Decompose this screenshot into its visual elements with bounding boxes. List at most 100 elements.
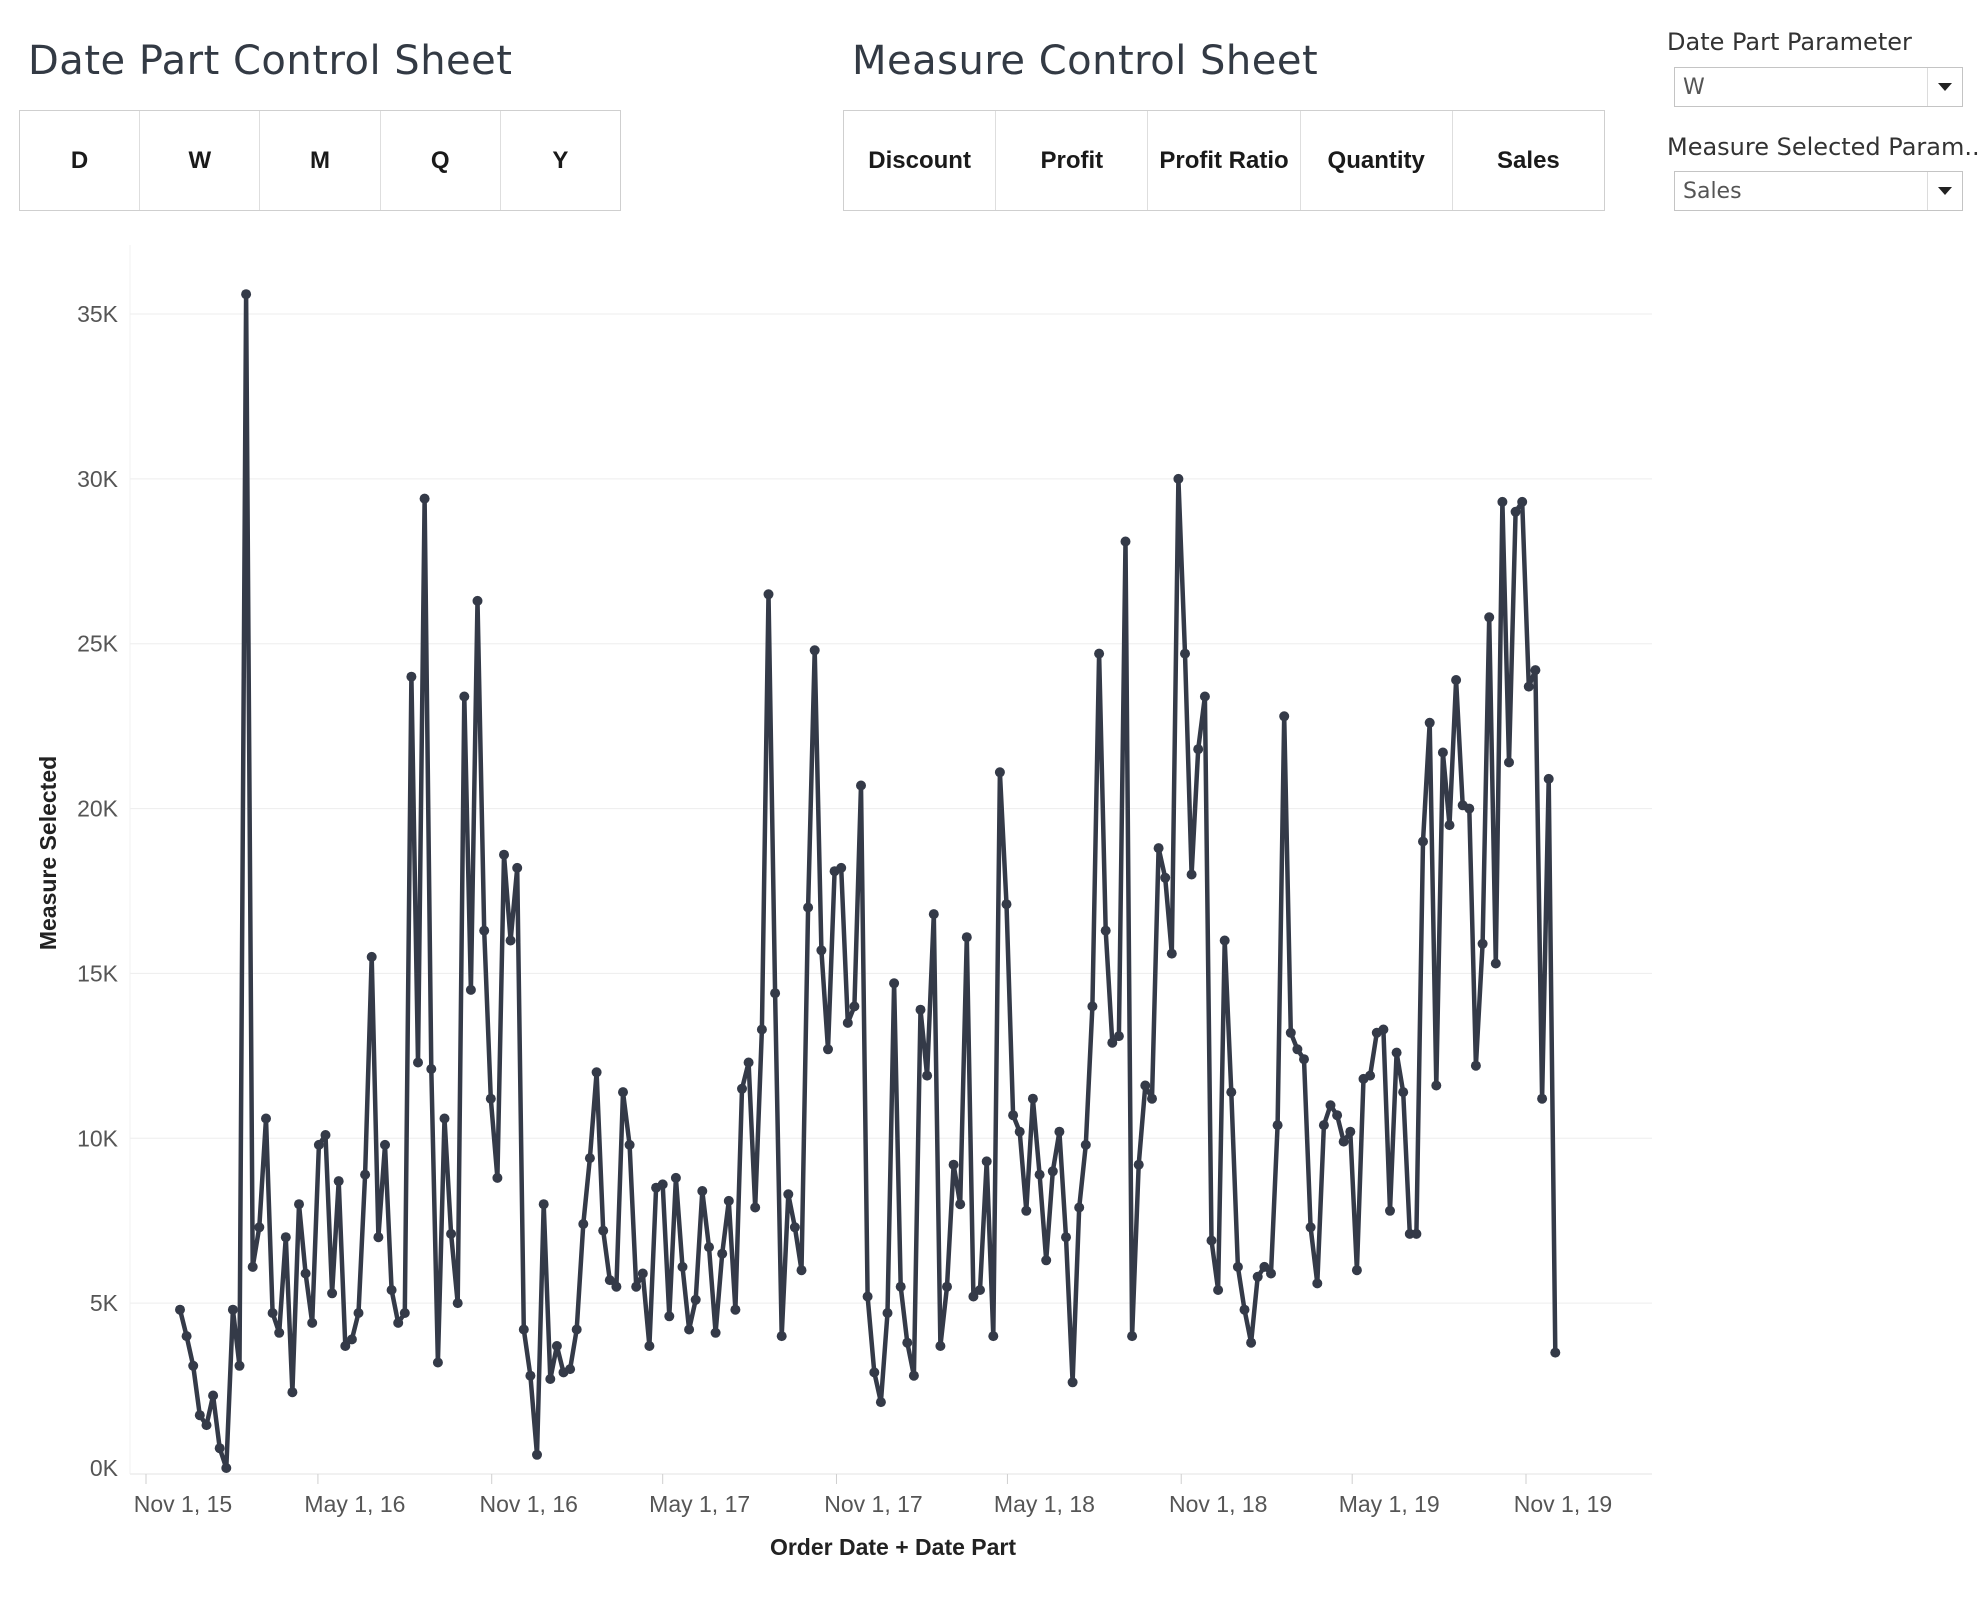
date-part-dropdown-toggle[interactable]	[1927, 68, 1962, 106]
data-point[interactable]	[1021, 1205, 1032, 1216]
data-point[interactable]	[393, 1317, 404, 1328]
data-point[interactable]	[1385, 1205, 1395, 1216]
data-point[interactable]	[862, 1291, 873, 1302]
data-point[interactable]	[756, 1024, 767, 1035]
data-point[interactable]	[922, 1070, 933, 1081]
data-point[interactable]	[1345, 1126, 1356, 1137]
data-point[interactable]	[1153, 843, 1164, 854]
data-point[interactable]	[1299, 1054, 1309, 1065]
date-part-button-q[interactable]: Q	[381, 111, 501, 210]
data-point[interactable]	[750, 1202, 761, 1213]
data-point[interactable]	[241, 289, 252, 300]
data-point[interactable]	[723, 1195, 734, 1206]
data-point[interactable]	[684, 1324, 695, 1335]
data-point[interactable]	[551, 1341, 562, 1351]
data-point[interactable]	[1008, 1110, 1019, 1121]
data-point[interactable]	[1199, 691, 1210, 702]
data-point[interactable]	[968, 1291, 979, 1302]
data-point[interactable]	[426, 1064, 437, 1074]
data-point[interactable]	[836, 862, 847, 873]
data-point[interactable]	[869, 1367, 880, 1378]
data-point[interactable]	[320, 1130, 331, 1140]
data-point[interactable]	[538, 1199, 549, 1210]
data-point[interactable]	[1523, 681, 1534, 692]
data-point[interactable]	[1147, 1093, 1157, 1104]
data-point[interactable]	[1490, 958, 1501, 969]
data-point[interactable]	[823, 1044, 833, 1055]
data-point[interactable]	[1504, 757, 1514, 768]
data-point[interactable]	[287, 1387, 298, 1398]
data-point[interactable]	[1180, 648, 1190, 659]
data-point[interactable]	[307, 1317, 318, 1328]
data-point[interactable]	[1120, 536, 1131, 547]
data-point[interactable]	[981, 1156, 992, 1167]
data-point[interactable]	[1054, 1126, 1065, 1137]
data-point[interactable]	[644, 1341, 655, 1351]
data-point[interactable]	[1067, 1377, 1078, 1388]
data-point[interactable]	[1001, 899, 1012, 910]
measure-button-sales[interactable]: Sales	[1497, 146, 1560, 174]
data-point[interactable]	[505, 935, 516, 946]
data-point[interactable]	[280, 1232, 291, 1243]
data-point[interactable]	[1312, 1278, 1323, 1289]
data-point[interactable]	[1431, 1080, 1442, 1091]
data-point[interactable]	[1325, 1100, 1336, 1111]
data-point[interactable]	[1173, 473, 1184, 484]
data-point[interactable]	[512, 862, 523, 873]
data-point[interactable]	[664, 1311, 675, 1322]
data-point[interactable]	[637, 1268, 648, 1279]
data-point[interactable]	[419, 493, 430, 504]
data-point[interactable]	[380, 1139, 390, 1150]
data-point[interactable]	[776, 1331, 787, 1342]
data-point[interactable]	[1292, 1044, 1303, 1055]
data-point[interactable]	[624, 1139, 635, 1150]
data-point[interactable]	[1437, 747, 1448, 758]
data-point[interactable]	[499, 849, 509, 860]
data-point[interactable]	[1285, 1027, 1296, 1038]
data-point[interactable]	[194, 1410, 205, 1421]
data-point[interactable]	[849, 1001, 860, 1012]
data-point[interactable]	[360, 1169, 371, 1180]
data-point[interactable]	[492, 1172, 503, 1183]
data-point[interactable]	[611, 1281, 622, 1292]
data-point[interactable]	[730, 1304, 741, 1315]
data-point[interactable]	[545, 1374, 556, 1384]
data-point[interactable]	[1232, 1261, 1243, 1272]
measure-button-profit[interactable]: Profit	[996, 111, 1149, 210]
data-point[interactable]	[737, 1083, 747, 1094]
data-point[interactable]	[1318, 1120, 1329, 1131]
data-point[interactable]	[353, 1308, 364, 1318]
data-point[interactable]	[1140, 1080, 1151, 1091]
data-point[interactable]	[743, 1057, 754, 1068]
data-point[interactable]	[525, 1370, 536, 1381]
data-point[interactable]	[763, 589, 774, 600]
data-point[interactable]	[955, 1199, 966, 1210]
data-point[interactable]	[1246, 1337, 1257, 1348]
data-point[interactable]	[1510, 506, 1521, 517]
data-point[interactable]	[584, 1153, 595, 1164]
data-point[interactable]	[1160, 872, 1171, 883]
data-point[interactable]	[975, 1285, 985, 1295]
data-point[interactable]	[1477, 938, 1488, 949]
data-point[interactable]	[856, 780, 866, 791]
data-point[interactable]	[366, 951, 377, 962]
data-point[interactable]	[803, 902, 814, 913]
data-point[interactable]	[1517, 496, 1528, 507]
data-point[interactable]	[604, 1275, 615, 1286]
data-point[interactable]	[340, 1341, 351, 1351]
data-point[interactable]	[1027, 1093, 1038, 1104]
data-point[interactable]	[333, 1176, 344, 1187]
data-point[interactable]	[1543, 773, 1554, 784]
data-point[interactable]	[201, 1420, 212, 1431]
data-point[interactable]	[399, 1308, 410, 1318]
data-point[interactable]	[1252, 1271, 1263, 1282]
data-point[interactable]	[1497, 496, 1508, 507]
data-point[interactable]	[1186, 869, 1197, 880]
data-point[interactable]	[1226, 1087, 1237, 1098]
data-point[interactable]	[1338, 1136, 1349, 1147]
data-point[interactable]	[175, 1304, 185, 1315]
data-point[interactable]	[294, 1199, 304, 1210]
data-point[interactable]	[1087, 1001, 1098, 1012]
data-point[interactable]	[214, 1443, 225, 1454]
data-point[interactable]	[274, 1327, 285, 1338]
